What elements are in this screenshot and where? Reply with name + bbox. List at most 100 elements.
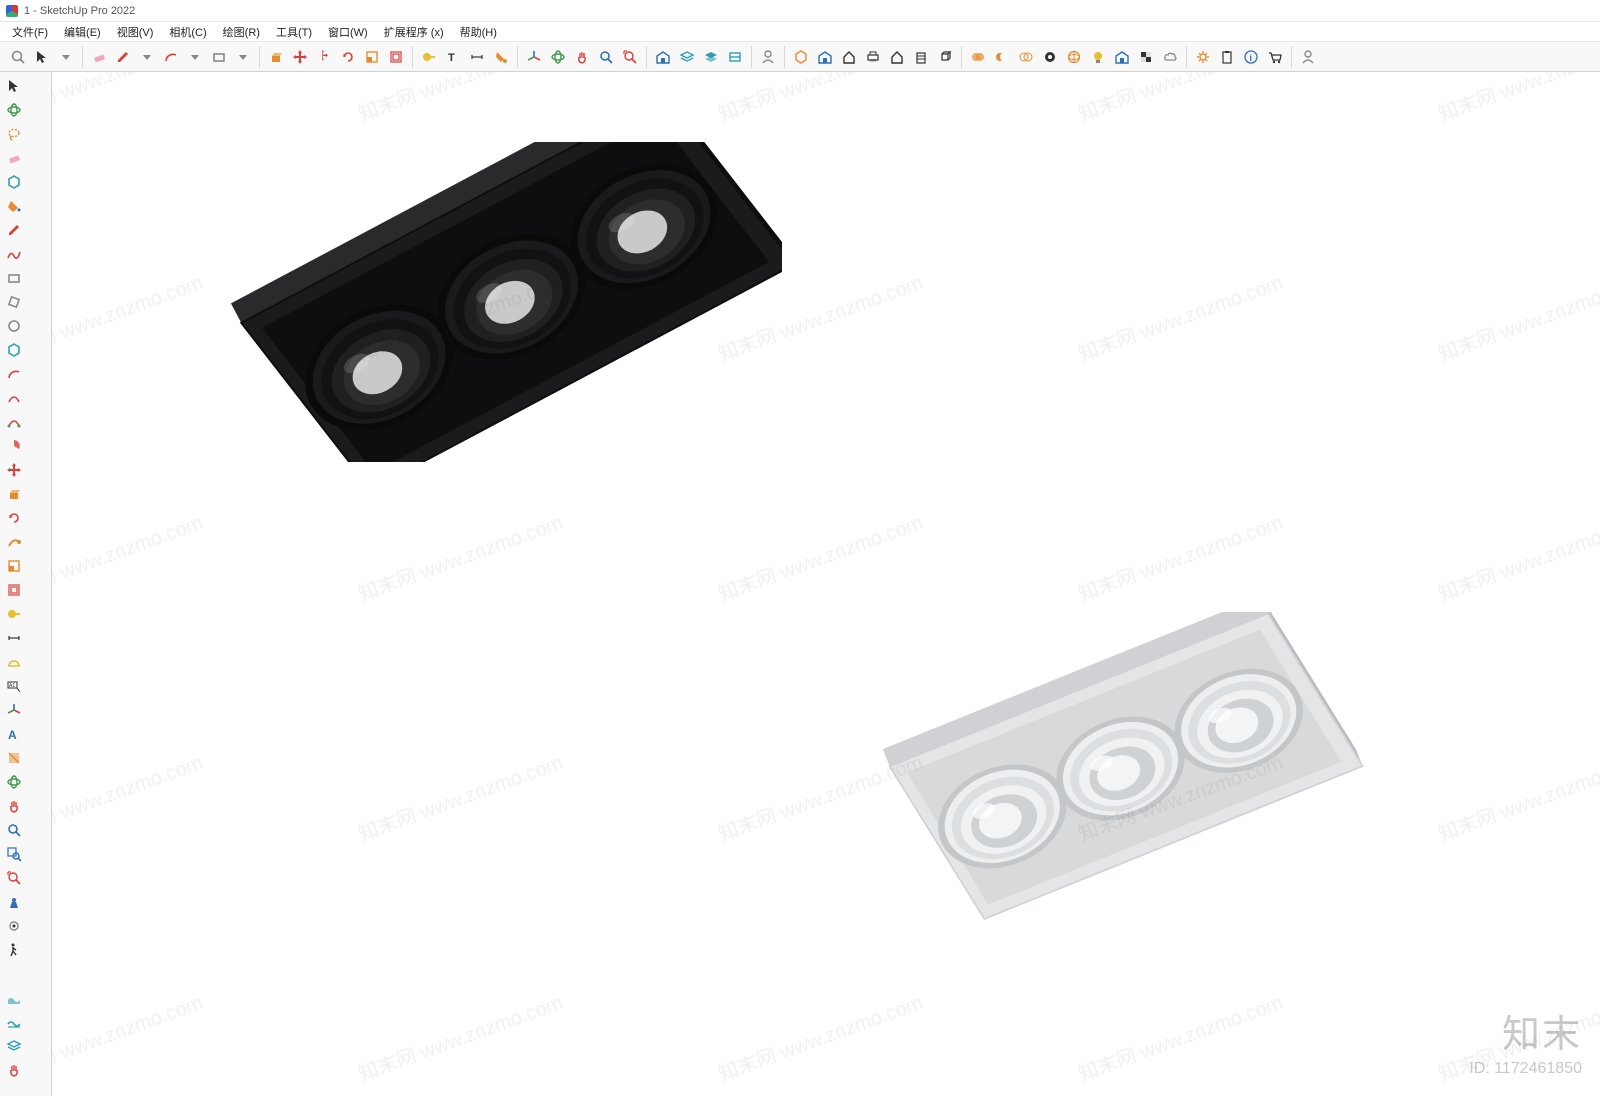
warehouse-icon[interactable] xyxy=(652,46,674,68)
solid-subtract-icon[interactable] xyxy=(991,46,1013,68)
gear-icon[interactable] xyxy=(1192,46,1214,68)
menu-item[interactable]: 相机(C) xyxy=(161,24,214,40)
rectangle-icon[interactable] xyxy=(3,267,25,289)
arc-icon[interactable] xyxy=(3,363,25,385)
eraser-icon[interactable] xyxy=(88,46,110,68)
offset-icon[interactable] xyxy=(385,46,407,68)
sandbox-2-icon[interactable] xyxy=(3,1011,25,1033)
warehouse-2-icon[interactable] xyxy=(1111,46,1133,68)
eraser-icon[interactable] xyxy=(3,147,25,169)
text-label-icon[interactable]: A1 xyxy=(3,675,25,697)
scale-icon[interactable] xyxy=(361,46,383,68)
paint-icon[interactable] xyxy=(490,46,512,68)
followme-icon[interactable] xyxy=(3,531,25,553)
dimension-icon[interactable] xyxy=(3,627,25,649)
rectangle-icon[interactable] xyxy=(208,46,230,68)
protractor-icon[interactable] xyxy=(3,651,25,673)
component-options-icon[interactable] xyxy=(814,46,836,68)
move-icon[interactable] xyxy=(289,46,311,68)
zoom-extents-icon[interactable] xyxy=(3,867,25,889)
orbit-icon[interactable] xyxy=(3,99,25,121)
rotate-icon[interactable] xyxy=(337,46,359,68)
bulb-icon[interactable] xyxy=(1087,46,1109,68)
axis-icon[interactable] xyxy=(523,46,545,68)
layers-panel-icon[interactable] xyxy=(3,1059,25,1081)
offset-icon[interactable] xyxy=(3,579,25,601)
tape-icon[interactable] xyxy=(3,603,25,625)
menu-item[interactable]: 绘图(R) xyxy=(215,24,268,40)
sandbox-icon[interactable] xyxy=(3,987,25,1009)
pan-icon[interactable] xyxy=(3,795,25,817)
zoom-window-icon[interactable] xyxy=(3,843,25,865)
menu-item[interactable]: 帮助(H) xyxy=(452,24,505,40)
zoom-icon[interactable] xyxy=(595,46,617,68)
text-3d-icon[interactable]: A xyxy=(3,723,25,745)
menu-item[interactable]: 文件(F) xyxy=(4,24,56,40)
person-icon[interactable] xyxy=(757,46,779,68)
checker-icon[interactable] xyxy=(1135,46,1157,68)
solid-union-icon[interactable] xyxy=(967,46,989,68)
look-around-icon[interactable] xyxy=(3,915,25,937)
arc-3pt-icon[interactable] xyxy=(3,411,25,433)
house-icon[interactable] xyxy=(838,46,860,68)
axes-icon[interactable] xyxy=(3,699,25,721)
move-icon[interactable] xyxy=(3,459,25,481)
hexagon-icon[interactable] xyxy=(3,171,25,193)
user-icon[interactable] xyxy=(1297,46,1319,68)
tape-icon[interactable] xyxy=(418,46,440,68)
dropdown-icon[interactable] xyxy=(136,46,158,68)
paint-bucket-icon[interactable] xyxy=(3,195,25,217)
scale-icon[interactable] xyxy=(3,555,25,577)
layers-stack-icon[interactable] xyxy=(700,46,722,68)
search-icon[interactable] xyxy=(7,46,29,68)
zoom-extents-icon[interactable] xyxy=(619,46,641,68)
orbit-2-icon[interactable] xyxy=(3,771,25,793)
dropdown-icon[interactable] xyxy=(55,46,77,68)
rotate-icon[interactable] xyxy=(3,507,25,529)
pushpull-icon[interactable] xyxy=(265,46,287,68)
cube-icon[interactable] xyxy=(934,46,956,68)
white-light-fixture-model[interactable] xyxy=(832,612,1392,932)
move-copy-icon[interactable] xyxy=(313,46,335,68)
rectangle-rot-icon[interactable] xyxy=(3,291,25,313)
walk-icon[interactable] xyxy=(3,939,25,961)
select-arrow-icon[interactable] xyxy=(31,46,53,68)
viewport-3d[interactable]: 知末 ID: 1172461850 知末网 www.znzmo.com知末网 w… xyxy=(52,72,1600,1096)
section-plane-icon[interactable] xyxy=(3,747,25,769)
lasso-icon[interactable] xyxy=(3,123,25,145)
menu-item[interactable]: 视图(V) xyxy=(109,24,162,40)
dropdown-icon[interactable] xyxy=(184,46,206,68)
zoom-icon[interactable] xyxy=(3,819,25,841)
layers-icon[interactable] xyxy=(676,46,698,68)
pencil-icon[interactable] xyxy=(112,46,134,68)
dimension-icon[interactable] xyxy=(466,46,488,68)
info-icon[interactable]: i xyxy=(1240,46,1262,68)
section-icon[interactable] xyxy=(724,46,746,68)
freehand-icon[interactable] xyxy=(3,243,25,265)
pie-icon[interactable] xyxy=(3,435,25,457)
clipboard-icon[interactable] xyxy=(1216,46,1238,68)
globe-icon[interactable] xyxy=(1063,46,1085,68)
pushpull-icon[interactable] xyxy=(3,483,25,505)
polygon-icon[interactable] xyxy=(3,339,25,361)
menu-item[interactable]: 编辑(E) xyxy=(56,24,109,40)
arc-icon[interactable] xyxy=(160,46,182,68)
building-icon[interactable] xyxy=(910,46,932,68)
circle-icon[interactable] xyxy=(3,315,25,337)
black-light-fixture-model[interactable] xyxy=(222,142,782,462)
arc-2pt-icon[interactable] xyxy=(3,387,25,409)
cart-icon[interactable] xyxy=(1264,46,1286,68)
menu-item[interactable]: 工具(T) xyxy=(268,24,320,40)
menu-item[interactable]: 扩展程序 (x) xyxy=(376,24,452,40)
layers-icon[interactable] xyxy=(3,1035,25,1057)
cloud-icon[interactable] xyxy=(1159,46,1181,68)
orbit-icon[interactable] xyxy=(547,46,569,68)
pan-icon[interactable] xyxy=(571,46,593,68)
record-icon[interactable] xyxy=(1039,46,1061,68)
menu-item[interactable]: 窗口(W) xyxy=(320,24,376,40)
print-icon[interactable] xyxy=(862,46,884,68)
select-arrow-icon[interactable] xyxy=(3,75,25,97)
component-icon[interactable] xyxy=(790,46,812,68)
dropdown-icon[interactable] xyxy=(232,46,254,68)
text-icon[interactable]: T xyxy=(442,46,464,68)
